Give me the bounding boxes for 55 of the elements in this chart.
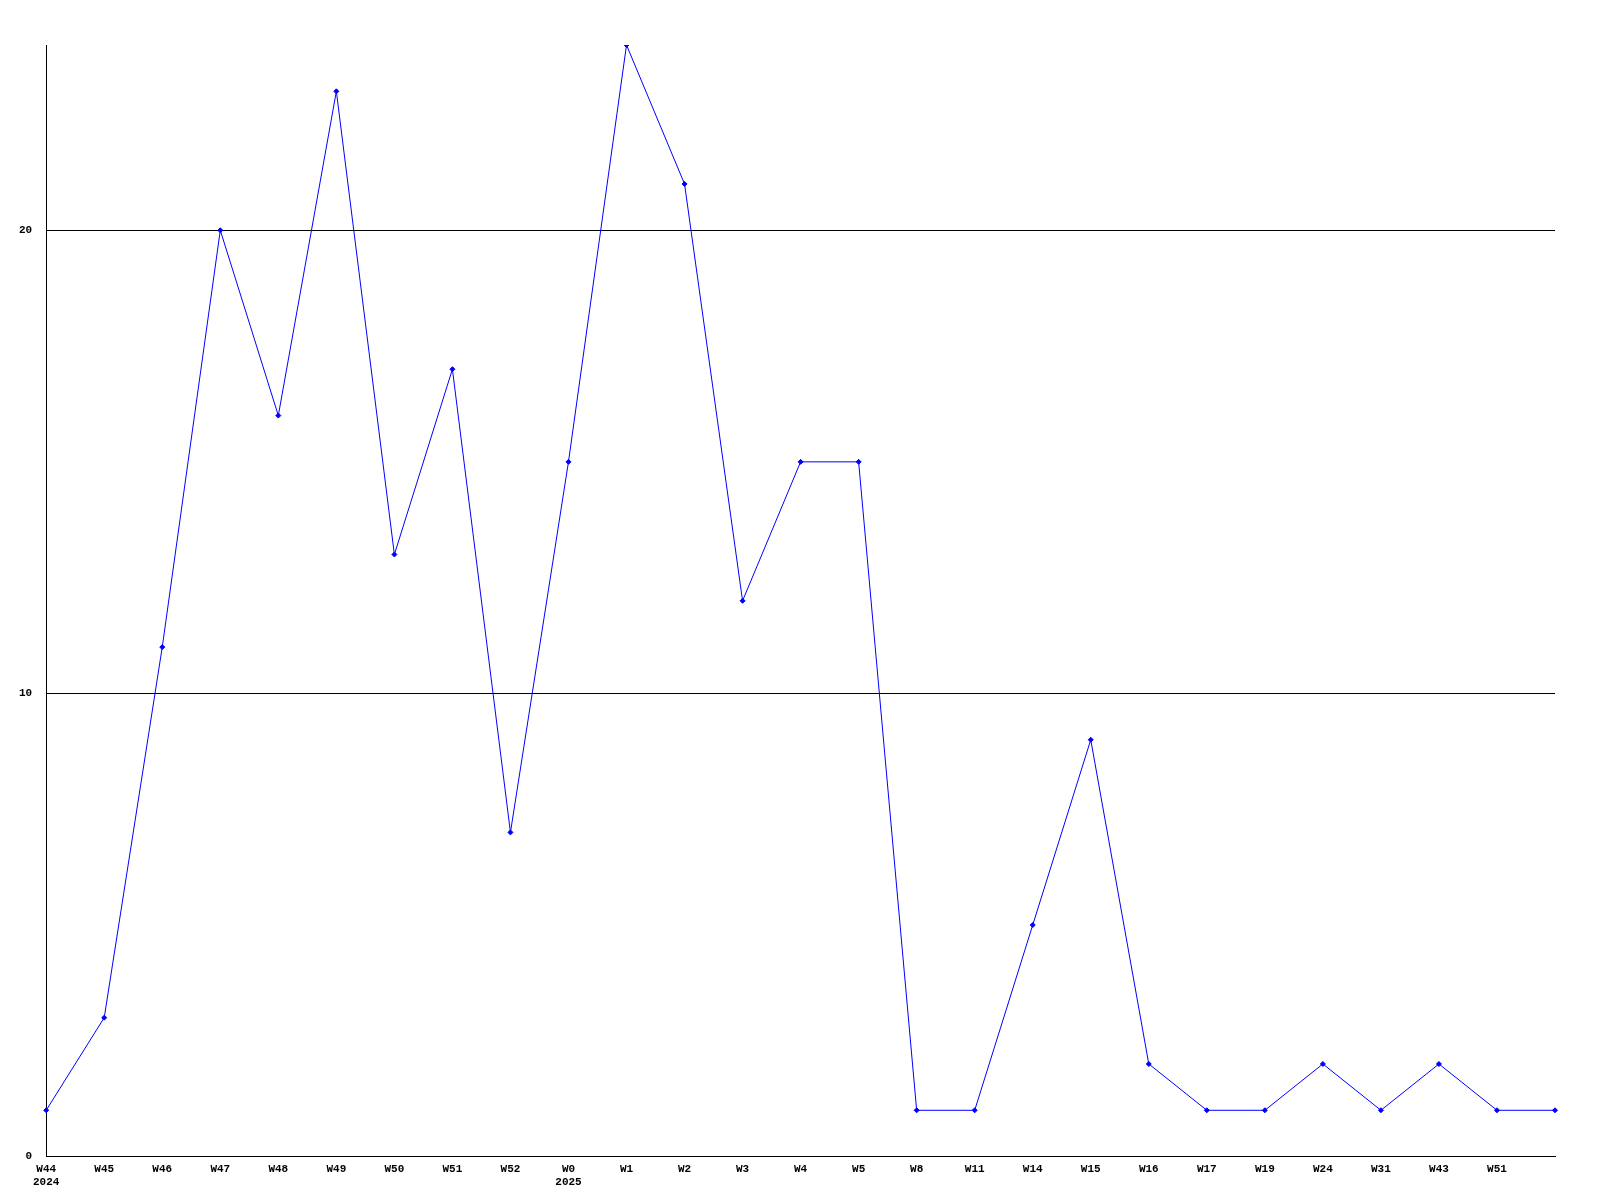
- x-tick-label: W43: [1429, 1162, 1450, 1175]
- x-tick-label: W1: [619, 1162, 634, 1175]
- point: [855, 458, 862, 465]
- point: [1029, 922, 1036, 929]
- point: [797, 458, 804, 465]
- x-tick-label: W17: [1196, 1162, 1217, 1175]
- point: [449, 366, 456, 373]
- x-tick-label: W44 2024: [33, 1162, 60, 1189]
- point: [1377, 1107, 1384, 1114]
- x-tick-label: W50: [384, 1162, 405, 1175]
- point: [1087, 736, 1094, 743]
- point: [1261, 1107, 1268, 1114]
- x-tick-label: W8: [910, 1162, 924, 1175]
- x-tick-label: W16: [1138, 1162, 1159, 1175]
- x-tick-label: W46: [152, 1162, 173, 1175]
- y-tick-label: 10: [19, 687, 33, 700]
- x-tick-label: W51: [442, 1162, 463, 1175]
- point: [1145, 1060, 1152, 1067]
- point: [681, 180, 688, 187]
- point: [217, 227, 224, 234]
- x-tick-label: W24: [1312, 1162, 1334, 1175]
- x-tick-label: W2: [677, 1162, 692, 1175]
- point: [1203, 1107, 1210, 1114]
- x-tick-label: W19: [1254, 1162, 1275, 1175]
- point: [565, 458, 572, 465]
- point: [971, 1107, 978, 1114]
- x-tick-label: W45: [94, 1162, 115, 1175]
- x-tick-label: W52: [500, 1162, 521, 1175]
- x-tick-label: W31: [1371, 1162, 1392, 1175]
- point: [101, 1014, 108, 1021]
- x-tick-label: W14: [1022, 1162, 1044, 1175]
- x-tick-label: W49: [326, 1162, 347, 1175]
- point: [1493, 1107, 1500, 1114]
- point: [159, 644, 166, 651]
- point: [43, 1107, 50, 1114]
- point: [1552, 1107, 1558, 1114]
- x-tick-label: W3: [735, 1162, 750, 1175]
- point: [333, 88, 340, 95]
- x-tick-label: W15: [1080, 1162, 1102, 1175]
- x-tick-label: W5: [852, 1162, 866, 1175]
- point: [507, 829, 514, 836]
- x-tick-label: W48: [268, 1162, 289, 1175]
- point: [275, 412, 282, 419]
- x-tick-label: W51: [1487, 1162, 1508, 1175]
- x-tick-label: W11: [964, 1162, 985, 1175]
- point: [1435, 1060, 1442, 1067]
- x-tick-label: W4: [794, 1162, 808, 1175]
- point: [913, 1107, 920, 1114]
- x-tick-label: W47: [210, 1162, 231, 1175]
- point: [391, 551, 398, 558]
- y-tick-label: 0: [25, 1150, 33, 1163]
- point: [1319, 1060, 1326, 1067]
- point: [739, 597, 746, 604]
- x-tick-label: W0 2025: [555, 1162, 583, 1189]
- y-tick-label: 20: [19, 224, 33, 237]
